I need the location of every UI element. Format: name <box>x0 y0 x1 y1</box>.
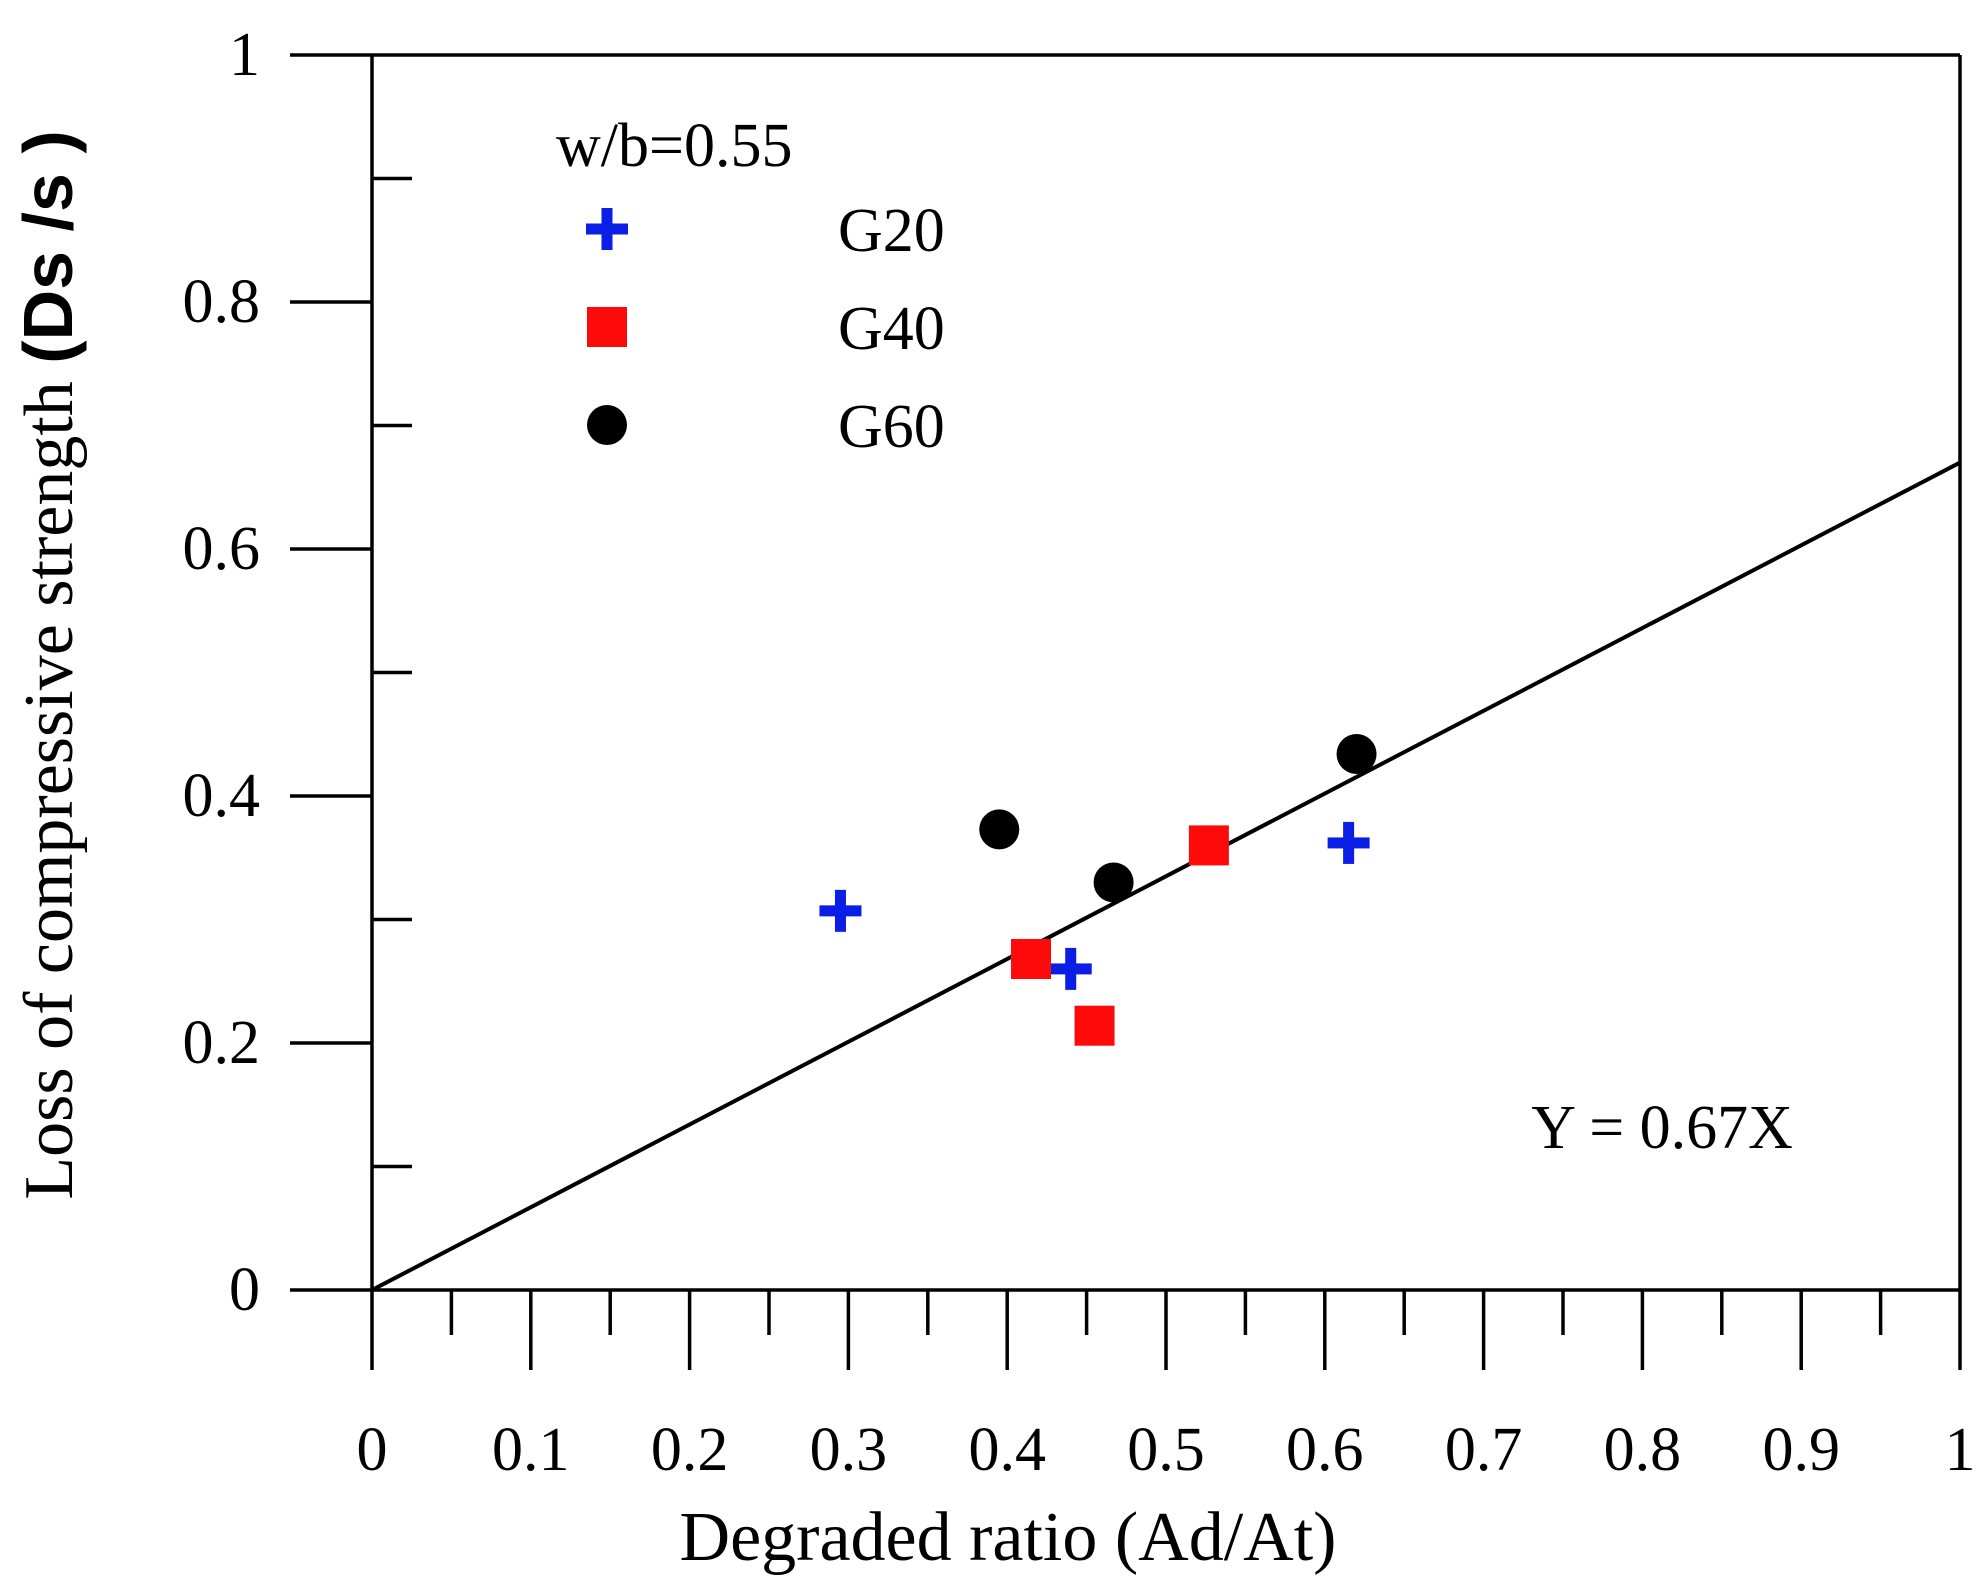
x-tick-label: 0.3 <box>810 1416 888 1484</box>
x-tick-label: 0.6 <box>1286 1416 1364 1484</box>
data-point-g20-v <box>1065 947 1077 990</box>
x-tick-label: 1 <box>1945 1416 1976 1484</box>
legend-item-g40: G40 <box>587 295 945 363</box>
x-tick-label: 0.8 <box>1604 1416 1682 1484</box>
legend-items: G20 G40 G60 <box>586 197 945 461</box>
series-g20 <box>819 821 1370 990</box>
data-point-g20 <box>1049 947 1092 990</box>
data-point-g40 <box>1011 939 1052 980</box>
legend-label-g60: G60 <box>838 393 945 461</box>
legend-label-g20: G20 <box>838 197 945 265</box>
data-point-g40 <box>1188 825 1229 866</box>
axis-tick-labels: 0 0.2 0.4 0.6 0.8 1 0 0.1 0.2 0.3 0.4 0.5 0.6 0.7 0.8 0… <box>183 21 1976 1484</box>
x-tick-label: 0.4 <box>968 1416 1046 1484</box>
data-point-g20-v <box>1343 821 1355 864</box>
legend-title: w/b=0.55 <box>556 112 792 180</box>
legend-item-g60: G60 <box>587 393 945 461</box>
y-axis-title-bold: (Ds /s ) <box>9 130 87 363</box>
x-tick-label: 0.7 <box>1445 1416 1523 1484</box>
y-tick-label: 0.4 <box>183 762 261 830</box>
y-tick-label: 0 <box>229 1256 260 1324</box>
legend-marker-g20 <box>586 208 628 250</box>
series-g60 <box>979 734 1377 903</box>
series-g40 <box>1011 825 1229 1046</box>
x-axis-title: Degraded ratio (Ad/At) <box>680 1499 1337 1576</box>
legend-label-g40: G40 <box>838 295 945 363</box>
data-points <box>819 734 1377 1046</box>
legend: w/b=0.55 G20 G40 G60 <box>556 112 945 461</box>
fit-line <box>371 460 1961 1292</box>
x-tick-label: 0.5 <box>1127 1416 1205 1484</box>
fit-line-group <box>371 460 1961 1292</box>
data-point-g20-v <box>834 889 846 932</box>
data-point-g20 <box>819 889 862 932</box>
legend-marker-g20-v <box>601 208 613 250</box>
x-tick-label: 0.2 <box>651 1416 729 1484</box>
y-axis-title: Loss of compressive strength (Ds /s ) <box>9 130 88 1199</box>
x-tick-label: 0.1 <box>492 1416 570 1484</box>
y-tick-label: 0.6 <box>183 515 261 583</box>
fit-equation-label: Y = 0.67X <box>1531 1094 1793 1162</box>
y-tick-label: 1 <box>229 21 260 89</box>
data-point-g20 <box>1327 821 1370 864</box>
data-point-g60 <box>979 809 1020 850</box>
data-point-g60 <box>1093 862 1134 903</box>
y-axis-title-plain: Loss of compressive strength <box>11 364 88 1200</box>
x-tick-label: 0 <box>357 1416 388 1484</box>
legend-marker-g60 <box>587 405 627 445</box>
y-tick-label: 0.2 <box>183 1009 261 1077</box>
x-tick-label: 0.9 <box>1762 1416 1840 1484</box>
legend-item-g20: G20 <box>586 197 945 265</box>
axis-ticks <box>290 53 1962 1370</box>
legend-marker-g40 <box>587 307 627 347</box>
data-point-g40 <box>1074 1005 1115 1046</box>
y-tick-label: 0.8 <box>183 268 261 336</box>
data-point-g60 <box>1336 734 1377 775</box>
